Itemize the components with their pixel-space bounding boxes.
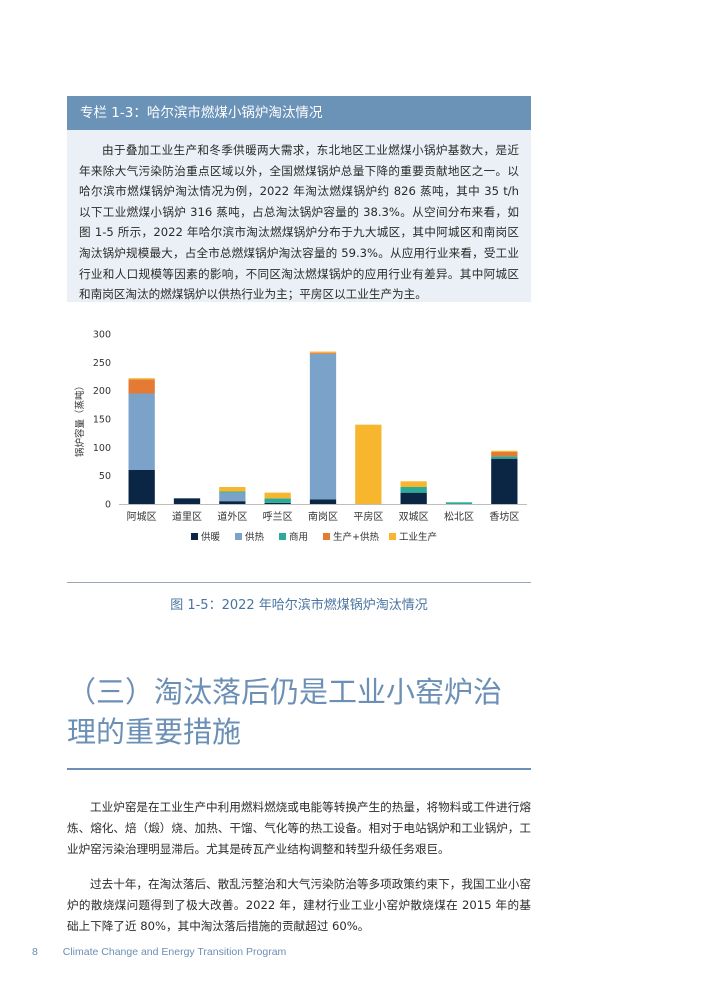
section-title-line2: 理的重要措施 bbox=[67, 715, 242, 749]
bar-segment bbox=[264, 492, 291, 499]
bar-segment bbox=[219, 492, 246, 502]
legend-label: 供暖 bbox=[201, 531, 221, 543]
bar-segment bbox=[264, 502, 291, 504]
y-axis-label: 锅炉容量（蒸吨） bbox=[74, 381, 86, 457]
bar-segment bbox=[128, 379, 155, 394]
bar-segment bbox=[219, 501, 246, 504]
bar-segment bbox=[173, 498, 201, 504]
legend-swatch bbox=[191, 533, 198, 540]
bar-segment bbox=[309, 351, 337, 353]
body-text: 工业炉窑是在工业生产中利用燃料燃烧或电能等转换产生的热量，将物料或工件进行熔炼、… bbox=[67, 797, 531, 951]
legend-swatch bbox=[323, 533, 330, 540]
bar-segment bbox=[491, 456, 518, 459]
bar-segment bbox=[491, 450, 518, 452]
x-category-label: 呼兰区 bbox=[263, 510, 293, 523]
y-tick-label: 100 bbox=[93, 443, 111, 454]
legend-label: 供热 bbox=[245, 531, 265, 543]
figure-divider bbox=[67, 582, 531, 583]
bar-segment bbox=[128, 393, 155, 470]
y-tick-label: 150 bbox=[93, 415, 111, 426]
body-paragraph-2: 过去十年，在淘汰落后、散乱污整治和大气污染防治等多项政策约束下，我国工业小窑炉的… bbox=[67, 877, 531, 933]
bar-segment bbox=[400, 481, 427, 487]
y-tick-label: 300 bbox=[93, 330, 111, 341]
legend-label: 商用 bbox=[289, 531, 308, 543]
bar-segment bbox=[309, 353, 337, 500]
legend-label: 工业生产 bbox=[399, 531, 437, 543]
bar-chart-svg: 0 50 100 150 200 250 300 锅炉容量（蒸吨） 阿城区 道里区 道外区 呼兰区 南岗… bbox=[74, 330, 527, 543]
bar-segment bbox=[219, 491, 246, 493]
bar-segment bbox=[128, 470, 155, 504]
x-category-label: 松北区 bbox=[444, 510, 474, 523]
bar-chart: 0 50 100 150 200 250 300 锅炉容量（蒸吨） 阿城区 道里区 道外区 呼兰区 南岗… bbox=[67, 320, 531, 560]
x-category-label: 平房区 bbox=[353, 510, 383, 523]
legend-label: 生产+供热 bbox=[333, 531, 379, 543]
bar-segment bbox=[355, 424, 382, 504]
page-number: 8 bbox=[32, 946, 38, 958]
bar-segment bbox=[264, 498, 291, 503]
x-category-label: 南岗区 bbox=[308, 510, 338, 523]
x-category-label: 阿城区 bbox=[127, 511, 157, 523]
bar-segment bbox=[445, 502, 473, 504]
y-tick-label: 50 bbox=[99, 471, 111, 482]
x-category-label: 双城区 bbox=[399, 511, 429, 523]
x-category-label: 香坊区 bbox=[489, 510, 519, 523]
sidebar-box-paragraph: 由于叠加工业生产和冬季供暖两大需求，东北地区工业燃煤小锅炉基数大，是近年来除大气… bbox=[79, 143, 519, 302]
bar-segment bbox=[309, 499, 337, 504]
body-paragraph-1: 工业炉窑是在工业生产中利用燃料燃烧或电能等转换产生的热量，将物料或工件进行熔炼、… bbox=[67, 800, 531, 856]
y-tick-label: 0 bbox=[105, 500, 111, 511]
bar-segment bbox=[491, 451, 518, 457]
legend-swatch bbox=[235, 533, 242, 540]
x-category-label: 道外区 bbox=[217, 510, 247, 523]
y-tick-label: 250 bbox=[93, 358, 111, 369]
x-category-label: 道里区 bbox=[172, 510, 202, 523]
section-divider bbox=[67, 768, 531, 770]
y-tick-label: 200 bbox=[93, 386, 111, 397]
sidebar-box-body: 由于叠加工业生产和冬季供暖两大需求，东北地区工业燃煤小锅炉基数大，是近年来除大气… bbox=[67, 130, 531, 302]
footer-program-name: Climate Change and Energy Transition Pro… bbox=[62, 946, 287, 958]
legend-swatch bbox=[389, 533, 396, 540]
bar-segment bbox=[128, 378, 155, 380]
page-footer: 8 Climate Change and Energy Transition P… bbox=[32, 946, 286, 958]
bar-segment bbox=[309, 352, 337, 354]
section-title-line1: （三）淘汰落后仍是工业小窑炉治 bbox=[67, 675, 503, 709]
section-title: （三）淘汰落后仍是工业小窑炉治 理的重要措施 bbox=[67, 672, 531, 752]
bar-segment bbox=[491, 458, 518, 504]
bar-segment bbox=[400, 492, 427, 504]
bar-segment bbox=[219, 487, 246, 492]
bar-segment bbox=[400, 487, 427, 493]
sidebar-box-title: 专栏 1-3：哈尔滨市燃煤小锅炉淘汰情况 bbox=[67, 96, 531, 130]
figure-caption: 图 1-5：2022 年哈尔滨市燃煤锅炉淘汰情况 bbox=[170, 598, 428, 613]
legend-swatch bbox=[279, 533, 286, 540]
